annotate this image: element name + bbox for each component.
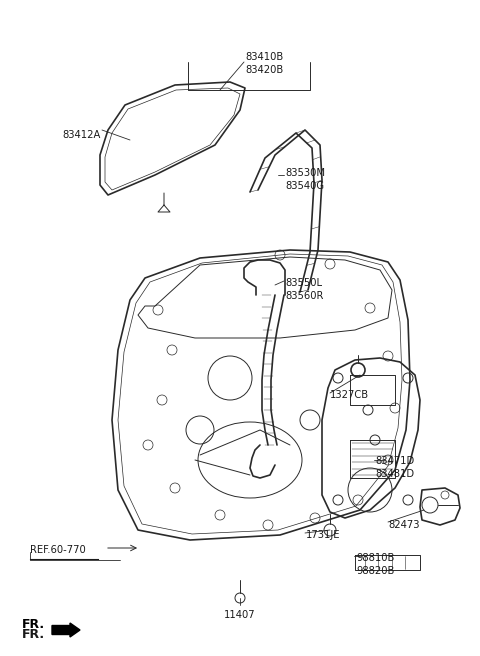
FancyArrow shape: [52, 623, 80, 637]
Text: 1327CB: 1327CB: [330, 390, 369, 400]
Text: 11407: 11407: [224, 610, 256, 620]
Text: 83412A: 83412A: [62, 130, 100, 140]
Text: 98810B
98820B: 98810B 98820B: [356, 553, 395, 576]
Text: FR.: FR.: [22, 619, 45, 632]
Text: 82473: 82473: [388, 520, 420, 530]
Text: 83410B
83420B: 83410B 83420B: [245, 52, 283, 75]
Text: 83471D
83481D: 83471D 83481D: [375, 456, 414, 479]
Text: 83530M
83540G: 83530M 83540G: [285, 168, 325, 191]
Text: FR.: FR.: [22, 628, 45, 641]
Text: 1731JE: 1731JE: [306, 530, 340, 540]
Text: REF.60-770: REF.60-770: [30, 545, 86, 555]
Text: 83550L
83560R: 83550L 83560R: [285, 278, 324, 301]
